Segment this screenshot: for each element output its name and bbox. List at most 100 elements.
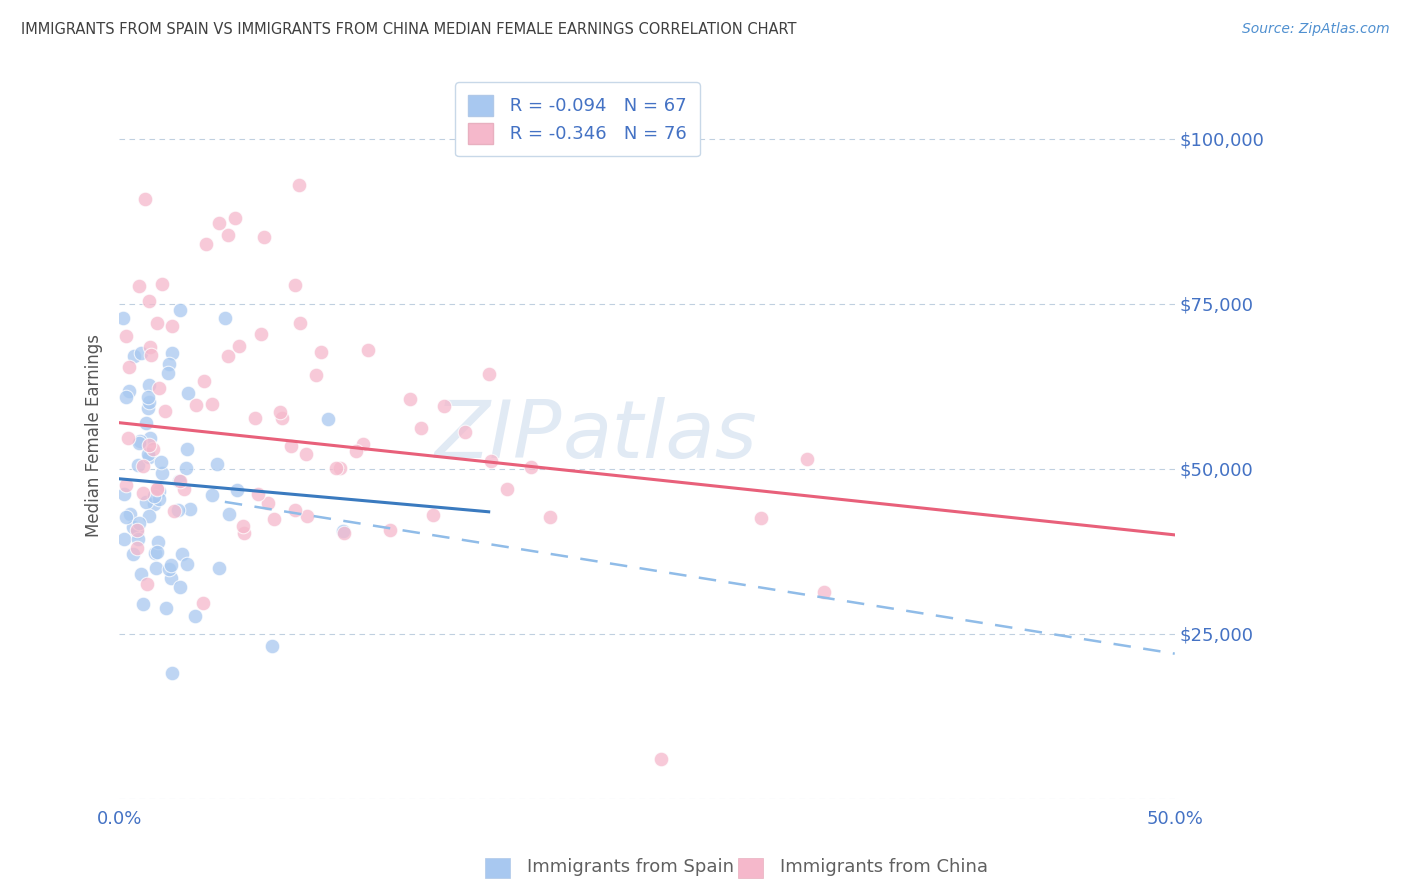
Point <box>117 431 139 445</box>
Point <box>184 398 207 412</box>
Point <box>191 596 214 610</box>
Point <box>228 339 250 353</box>
Point <box>148 491 170 506</box>
Point <box>329 461 352 475</box>
Point <box>454 425 477 439</box>
Point <box>208 561 231 575</box>
Point <box>260 640 283 654</box>
Text: Immigrants from Spain: Immigrants from Spain <box>527 858 734 876</box>
Point <box>796 452 818 467</box>
Point <box>146 535 169 549</box>
Text: Immigrants from China: Immigrants from China <box>780 858 988 876</box>
Point <box>138 294 160 309</box>
Point <box>479 454 502 468</box>
Point <box>135 416 157 430</box>
Point <box>169 302 191 317</box>
Point <box>332 524 354 538</box>
Point <box>173 482 195 496</box>
Point <box>132 459 155 474</box>
Point <box>214 310 236 325</box>
Point <box>332 525 354 540</box>
Point <box>160 665 183 680</box>
Point <box>142 497 165 511</box>
Point <box>157 562 180 576</box>
Point <box>650 752 672 766</box>
Point <box>131 566 153 581</box>
Point <box>118 360 141 375</box>
Point <box>145 561 167 575</box>
Point <box>134 192 156 206</box>
Point <box>271 410 294 425</box>
Point <box>162 346 184 360</box>
Point <box>162 504 184 518</box>
Point <box>138 431 160 445</box>
Legend:  R = -0.094   N = 67,  R = -0.346   N = 76: R = -0.094 N = 67, R = -0.346 N = 76 <box>456 82 700 156</box>
Point <box>149 455 172 469</box>
Point <box>284 502 307 516</box>
Point <box>124 350 146 364</box>
Point <box>138 450 160 464</box>
Point <box>243 410 266 425</box>
Point <box>378 523 401 537</box>
Point <box>139 340 162 354</box>
Point <box>160 571 183 585</box>
Point <box>114 510 136 524</box>
Point <box>218 508 240 522</box>
Point <box>520 460 543 475</box>
Point <box>284 278 307 293</box>
Point <box>193 374 215 388</box>
Point <box>201 488 224 502</box>
Point <box>160 558 183 572</box>
Point <box>269 405 291 419</box>
Point <box>148 484 170 499</box>
Text: Source: ZipAtlas.com: Source: ZipAtlas.com <box>1241 22 1389 37</box>
Point <box>118 384 141 399</box>
Point <box>145 482 167 496</box>
Point <box>169 581 191 595</box>
Point <box>309 345 332 359</box>
Point <box>224 211 246 226</box>
Point <box>138 395 160 409</box>
Point <box>157 357 180 371</box>
Point <box>135 577 157 591</box>
Point <box>138 378 160 392</box>
Point <box>125 523 148 537</box>
Point <box>148 381 170 395</box>
Point <box>128 436 150 450</box>
Point <box>167 475 190 489</box>
Point <box>305 368 328 382</box>
Point <box>217 349 239 363</box>
Point <box>246 487 269 501</box>
Point <box>125 541 148 555</box>
Point <box>287 178 309 193</box>
Point <box>478 368 501 382</box>
Point <box>249 326 271 341</box>
Point <box>121 547 143 561</box>
Point <box>112 532 135 546</box>
Point <box>127 458 149 472</box>
Point <box>138 509 160 524</box>
Point <box>131 345 153 359</box>
Point <box>325 460 347 475</box>
Point <box>295 447 318 461</box>
Point <box>316 412 339 426</box>
Point <box>150 277 173 292</box>
Point <box>813 584 835 599</box>
Point <box>135 495 157 509</box>
Point <box>184 609 207 624</box>
Point <box>139 348 162 362</box>
Point <box>176 558 198 572</box>
Text: atlas: atlas <box>562 397 758 475</box>
Point <box>257 496 280 510</box>
Point <box>111 311 134 326</box>
Point <box>122 519 145 533</box>
Point <box>280 439 302 453</box>
Point <box>179 501 201 516</box>
Point <box>176 460 198 475</box>
Point <box>127 532 149 546</box>
Point <box>128 516 150 530</box>
Point <box>195 237 218 252</box>
Point <box>232 519 254 533</box>
Point <box>150 466 173 480</box>
Point <box>169 475 191 489</box>
